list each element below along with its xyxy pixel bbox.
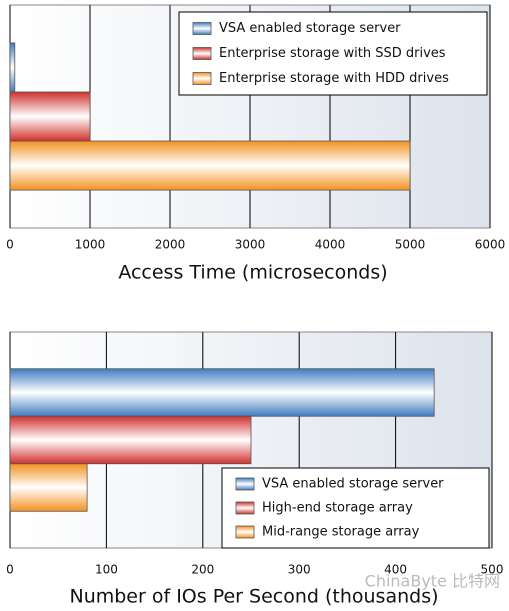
legend-label: Mid-range storage array	[262, 525, 420, 540]
legend-label: High-end storage array	[262, 501, 413, 516]
bar	[9, 42, 16, 93]
x-tick-label: 500	[481, 563, 504, 577]
legend-swatch	[235, 477, 255, 491]
legend-swatch	[192, 72, 212, 85]
legend-box	[221, 467, 490, 549]
x-tick-label: 1000	[75, 238, 106, 252]
legend-swatch	[235, 501, 255, 515]
x-tick-label: 400	[384, 563, 407, 577]
x-tick-label: 3000	[235, 238, 266, 252]
x-tick-label: 6000	[475, 238, 506, 252]
bar	[9, 140, 411, 191]
x-tick-label: 200	[191, 563, 214, 577]
x-tick-label: 5000	[395, 238, 426, 252]
x-tick-label: 2000	[155, 238, 186, 252]
legend-label: Enterprise storage with SSD drives	[219, 46, 446, 61]
bar	[9, 368, 435, 417]
legend-swatch	[192, 47, 212, 60]
bar	[9, 91, 91, 142]
x-tick-label: 0	[6, 563, 14, 577]
x-axis-label: Number of IOs Per Second (thousands)	[69, 586, 438, 608]
x-tick-label: 4000	[315, 238, 346, 252]
x-tick-label: 0	[6, 238, 14, 252]
x-tick-label: 100	[95, 563, 118, 577]
bar	[9, 463, 88, 512]
bar	[9, 415, 252, 465]
legend-box	[178, 11, 488, 96]
legend-swatch	[235, 525, 255, 539]
legend-label: VSA enabled storage server	[219, 21, 401, 36]
legend-label: VSA enabled storage server	[262, 477, 444, 492]
watermark: ChinaByte 比特网	[365, 572, 500, 591]
legend-swatch	[192, 22, 212, 35]
legend-label: Enterprise storage with HDD drives	[219, 71, 449, 86]
x-axis-label: Access Time (microseconds)	[118, 262, 387, 284]
x-tick-label: 300	[288, 563, 311, 577]
